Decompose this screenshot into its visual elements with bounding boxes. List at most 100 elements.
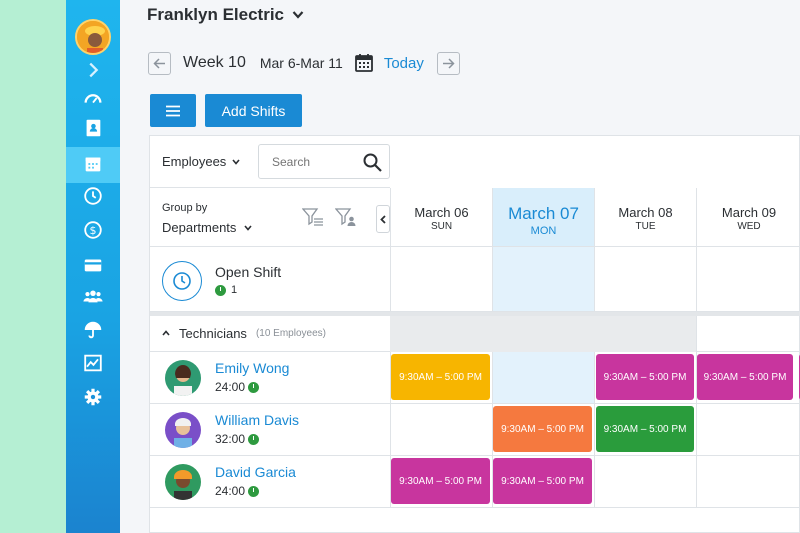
- main-content: Franklyn Electric Week 10 Mar 6-Mar 11 T…: [120, 0, 800, 533]
- day-header-2[interactable]: March 08 TUE: [594, 188, 696, 247]
- open-shift-icon: [162, 261, 202, 301]
- chevron-right-icon[interactable]: [81, 58, 105, 82]
- today-link[interactable]: Today: [383, 54, 424, 72]
- calendar-picker-icon[interactable]: [354, 53, 374, 73]
- day-header-0[interactable]: March 06 SUN: [390, 188, 492, 247]
- shift-cell[interactable]: [594, 404, 696, 456]
- chevron-down-icon: [232, 158, 240, 165]
- shift-cell[interactable]: [390, 404, 492, 456]
- next-week-button[interactable]: [436, 51, 460, 75]
- shift-block[interactable]: 9:30AM – 5:00 PM: [493, 406, 592, 452]
- gear-icon[interactable]: [81, 385, 105, 409]
- employee-hours: 24:00: [215, 380, 260, 394]
- filter-row: Employees: [150, 136, 390, 188]
- open-shift-cell[interactable]: [492, 247, 594, 312]
- week-range: Mar 6-Mar 11: [259, 55, 343, 71]
- caret-up-icon: [162, 328, 170, 339]
- hamburger-icon: [166, 105, 180, 116]
- clock-badge-icon: [215, 284, 226, 296]
- search-input[interactable]: [272, 154, 362, 169]
- employee-name[interactable]: William Davis: [215, 412, 299, 428]
- umbrella-icon[interactable]: [81, 318, 105, 342]
- clock-badge-icon: [248, 381, 260, 393]
- collapse-sidebar-button[interactable]: [376, 205, 390, 233]
- chevron-left-icon: [380, 214, 386, 224]
- menu-button[interactable]: [150, 94, 196, 127]
- dashboard-icon[interactable]: [81, 86, 105, 110]
- shift-cell[interactable]: [492, 456, 594, 508]
- open-shift-row[interactable]: Open Shift 1: [150, 247, 390, 312]
- prev-week-button[interactable]: [148, 51, 171, 75]
- avatar: [165, 464, 201, 500]
- day-header-3[interactable]: March 09 WED: [696, 188, 800, 247]
- shift-cell[interactable]: [492, 404, 594, 456]
- shift-cell[interactable]: [594, 456, 696, 508]
- chevron-down-icon: [292, 8, 304, 23]
- open-shift-cell[interactable]: [696, 247, 800, 312]
- add-shifts-button[interactable]: Add Shifts: [205, 94, 302, 127]
- company-selector[interactable]: Franklyn Electric: [147, 5, 304, 25]
- open-shift-count-value: 1: [231, 284, 238, 296]
- user-avatar[interactable]: [75, 19, 111, 55]
- department-cell: [696, 316, 800, 352]
- group-by-value: Departments: [162, 220, 237, 235]
- hours-value: 24:00: [215, 484, 246, 498]
- calendar-icon[interactable]: [81, 152, 105, 176]
- background-mint: [0, 0, 66, 533]
- dollar-icon[interactable]: $: [81, 218, 105, 242]
- day-weekday: WED: [737, 221, 761, 232]
- day-date: March 06: [414, 205, 469, 220]
- filter-user-icon[interactable]: [335, 208, 357, 228]
- open-shift-cell[interactable]: [390, 247, 492, 312]
- open-shift-cell[interactable]: [594, 247, 696, 312]
- shift-cell[interactable]: [492, 352, 594, 404]
- shift-cell[interactable]: [390, 352, 492, 404]
- shift-block[interactable]: 9:30AM – 5:00 PM: [596, 354, 694, 400]
- card-icon[interactable]: [81, 253, 105, 277]
- employee-name[interactable]: David Garcia: [215, 464, 296, 480]
- employees-dropdown[interactable]: Employees: [162, 154, 240, 169]
- shift-block[interactable]: 9:30AM – 5:00 PM: [697, 354, 793, 400]
- clock-icon[interactable]: [81, 184, 105, 208]
- group-by-control: Group by Departments: [150, 188, 390, 247]
- section-divider: [150, 312, 800, 316]
- filter-list-icon[interactable]: [302, 208, 324, 228]
- employees-dropdown-label: Employees: [162, 154, 227, 169]
- shift-cell[interactable]: [696, 456, 800, 508]
- sidebar: $: [66, 0, 128, 533]
- day-weekday: TUE: [635, 221, 656, 232]
- department-header[interactable]: Technicians (10 Employees): [150, 316, 390, 352]
- arrow-right-icon: [442, 57, 455, 69]
- hours-value: 24:00: [215, 380, 246, 394]
- day-weekday: SUN: [430, 221, 453, 232]
- shift-cell[interactable]: [390, 456, 492, 508]
- group-by-dropdown[interactable]: Departments: [162, 220, 253, 235]
- shift-block[interactable]: 9:30AM – 5:00 PM: [493, 458, 592, 504]
- shift-cell[interactable]: [696, 352, 800, 404]
- search-icon[interactable]: [363, 153, 382, 172]
- open-shift-title: Open Shift: [215, 264, 282, 280]
- shift-block[interactable]: 9:30AM – 5:00 PM: [596, 406, 694, 452]
- clock-badge-icon: [248, 433, 260, 445]
- team-icon[interactable]: [81, 284, 105, 308]
- week-label: Week 10: [183, 54, 246, 71]
- avatar: [165, 412, 201, 448]
- day-weekday: MON: [530, 225, 557, 237]
- day-header-1[interactable]: March 07 MON: [492, 188, 594, 247]
- shift-cell[interactable]: [594, 352, 696, 404]
- employee-row[interactable]: Emily Wong 24:00: [150, 352, 390, 404]
- schedule-panel: Employees Group by Departments March 06: [149, 135, 800, 533]
- department-name: Technicians: [179, 326, 247, 341]
- chart-icon[interactable]: [81, 351, 105, 375]
- employee-row[interactable]: David Garcia 24:00: [150, 456, 390, 508]
- employee-row[interactable]: William Davis 32:00: [150, 404, 390, 456]
- shift-block[interactable]: 9:30AM – 5:00 PM: [391, 354, 490, 400]
- week-navigation: Week 10 Mar 6-Mar 11 Today: [148, 51, 460, 75]
- employee-hours: 24:00: [215, 484, 260, 498]
- shift-block[interactable]: 9:30AM – 5:00 PM: [391, 458, 490, 504]
- employee-name[interactable]: Emily Wong: [215, 360, 290, 376]
- search-box: [258, 144, 390, 179]
- contacts-icon[interactable]: [81, 116, 105, 140]
- shift-cell[interactable]: [696, 404, 800, 456]
- department-count: (10 Employees): [255, 328, 326, 339]
